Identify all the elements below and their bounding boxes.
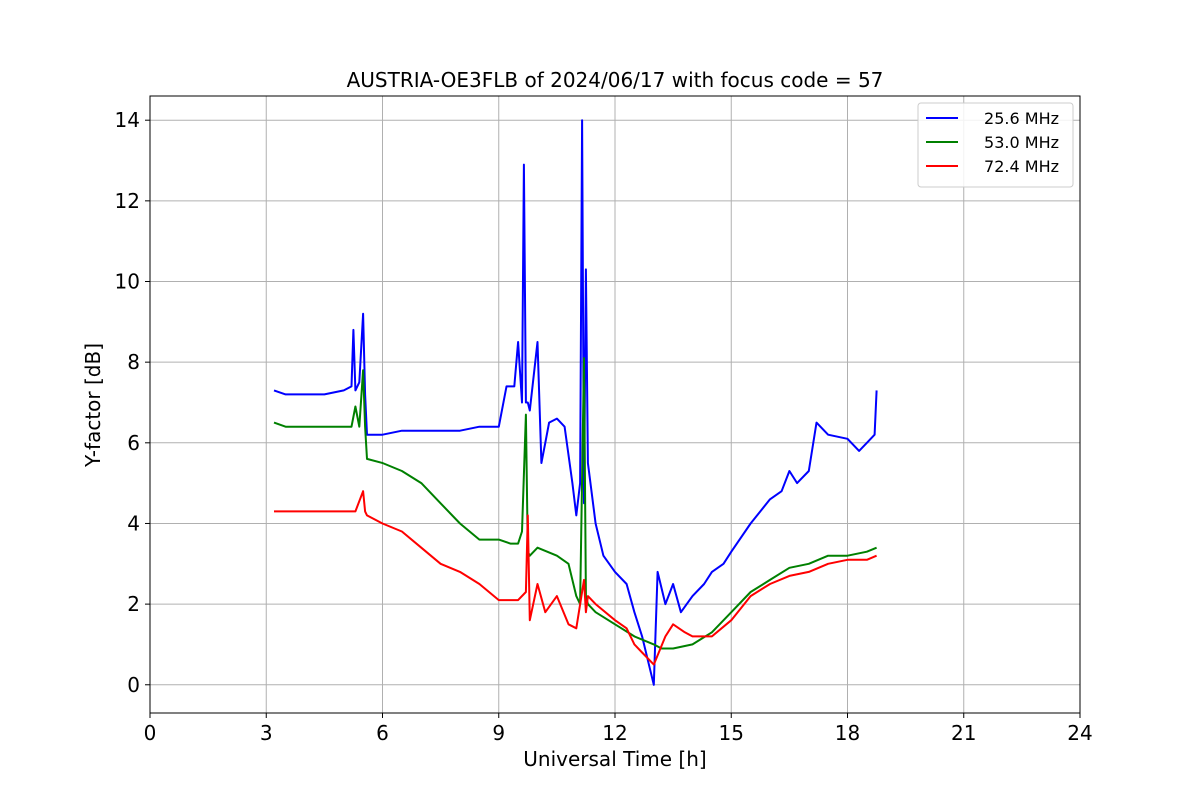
y-tick-label: 0 bbox=[127, 673, 140, 697]
y-tick-label: 6 bbox=[127, 431, 140, 455]
x-tick-label: 21 bbox=[951, 721, 976, 745]
x-tick-label: 18 bbox=[835, 721, 860, 745]
x-tick-label: 3 bbox=[260, 721, 273, 745]
x-tick-label: 24 bbox=[1067, 721, 1092, 745]
legend: 25.6 MHz 53.0 MHz 72.4 MHz bbox=[917, 102, 1074, 188]
series-line-1 bbox=[273, 119, 878, 686]
x-tick-label: 6 bbox=[376, 721, 389, 745]
x-tick-label: 9 bbox=[492, 721, 505, 745]
x-tick-label: 15 bbox=[719, 721, 744, 745]
series-line-3 bbox=[274, 490, 877, 666]
series-layer bbox=[273, 119, 878, 686]
y-tick-label: 4 bbox=[127, 511, 140, 535]
y-tick-label: 2 bbox=[127, 592, 140, 616]
legend-label-3: 72.4 MHz bbox=[984, 157, 1059, 176]
y-tick-label: 12 bbox=[115, 189, 140, 213]
legend-label-2: 53.0 MHz bbox=[984, 133, 1059, 152]
series-line-2 bbox=[273, 357, 877, 650]
x-axis-label: Universal Time [h] bbox=[523, 747, 706, 771]
y-tick-label: 10 bbox=[115, 270, 140, 294]
legend-label-1: 25.6 MHz bbox=[984, 109, 1059, 128]
grid-layer bbox=[149, 96, 1081, 713]
x-tick-label: 0 bbox=[144, 721, 157, 745]
y-tick-label: 14 bbox=[115, 108, 140, 132]
x-tick-label: 12 bbox=[602, 721, 627, 745]
chart-title: AUSTRIA-OE3FLB of 2024/06/17 with focus … bbox=[347, 68, 884, 92]
y-axis-label: Y-factor [dB] bbox=[81, 343, 105, 468]
y-tick-label: 8 bbox=[127, 350, 140, 374]
